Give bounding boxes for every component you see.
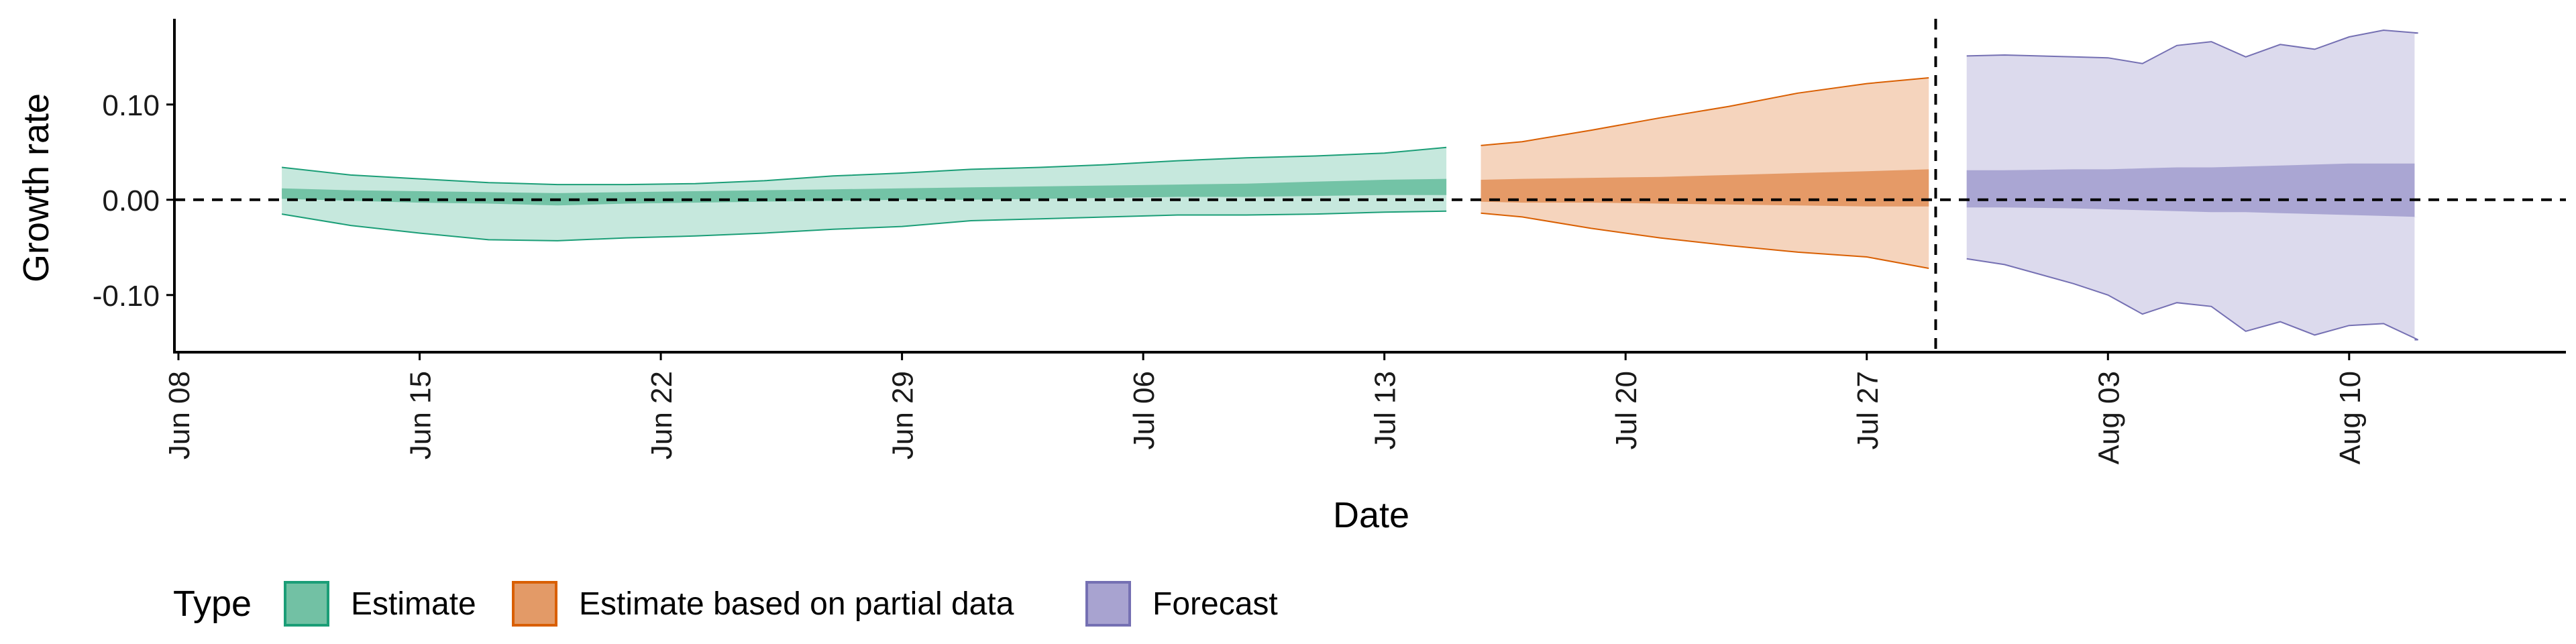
x-axis-title: Date bbox=[1333, 495, 1409, 535]
y-tick-label: 0.10 bbox=[102, 89, 160, 122]
forecast-inner-band bbox=[1966, 163, 2418, 217]
y-axis-title: Growth rate bbox=[16, 93, 56, 282]
legend-key-partial bbox=[512, 581, 557, 627]
ribbon-bands bbox=[281, 29, 2419, 341]
legend-key-forecast bbox=[1085, 581, 1131, 627]
estimate-outer-lower-edge bbox=[281, 210, 1447, 241]
y-tick-label: 0.00 bbox=[102, 184, 160, 217]
x-tick-label: Aug 10 bbox=[2334, 371, 2367, 464]
x-tick-label: Jun 15 bbox=[405, 371, 437, 460]
x-tick-label: Jun 08 bbox=[163, 371, 196, 460]
estimate-based-on-partial-data-outer-upper-edge bbox=[1481, 77, 1929, 146]
x-tick-label: Jun 29 bbox=[887, 371, 920, 460]
legend-label-estimate: Estimate bbox=[351, 586, 476, 622]
reference-lines bbox=[174, 19, 2566, 352]
forecast-outer-lower-edge bbox=[1966, 258, 2419, 341]
x-tick-label: Jul 13 bbox=[1369, 371, 1402, 449]
x-tick-label: Aug 03 bbox=[2092, 371, 2125, 464]
legend-key-estimate bbox=[284, 581, 329, 627]
legend-title: Type bbox=[173, 584, 252, 624]
estimate-based-on-partial-data-inner-band bbox=[1481, 169, 1929, 207]
x-tick-label: Jun 22 bbox=[645, 371, 678, 460]
estimate-outer-upper-edge bbox=[281, 146, 1447, 186]
legend: Type Estimate Estimate based on partial da… bbox=[173, 581, 1278, 627]
x-tick-label: Jul 20 bbox=[1610, 371, 1643, 449]
y-tick-label: -0.10 bbox=[93, 280, 160, 313]
x-tick-label: Jul 27 bbox=[1851, 371, 1884, 449]
x-tick-label: Jul 06 bbox=[1128, 371, 1161, 449]
legend-label-forecast: Forecast bbox=[1152, 586, 1278, 622]
legend-label-partial: Estimate based on partial data bbox=[579, 586, 1014, 622]
estimate-based-on-partial-data-outer-band bbox=[1481, 78, 1929, 268]
forecast-outer-upper-edge bbox=[1966, 29, 2418, 64]
axes: 0.10 0.00 -0.10 Jun 08 Jun 15 Jun 22 Jun 29 Jul… bbox=[93, 19, 2566, 464]
estimate-based-on-partial-data-outer-lower-edge bbox=[1481, 212, 1929, 269]
